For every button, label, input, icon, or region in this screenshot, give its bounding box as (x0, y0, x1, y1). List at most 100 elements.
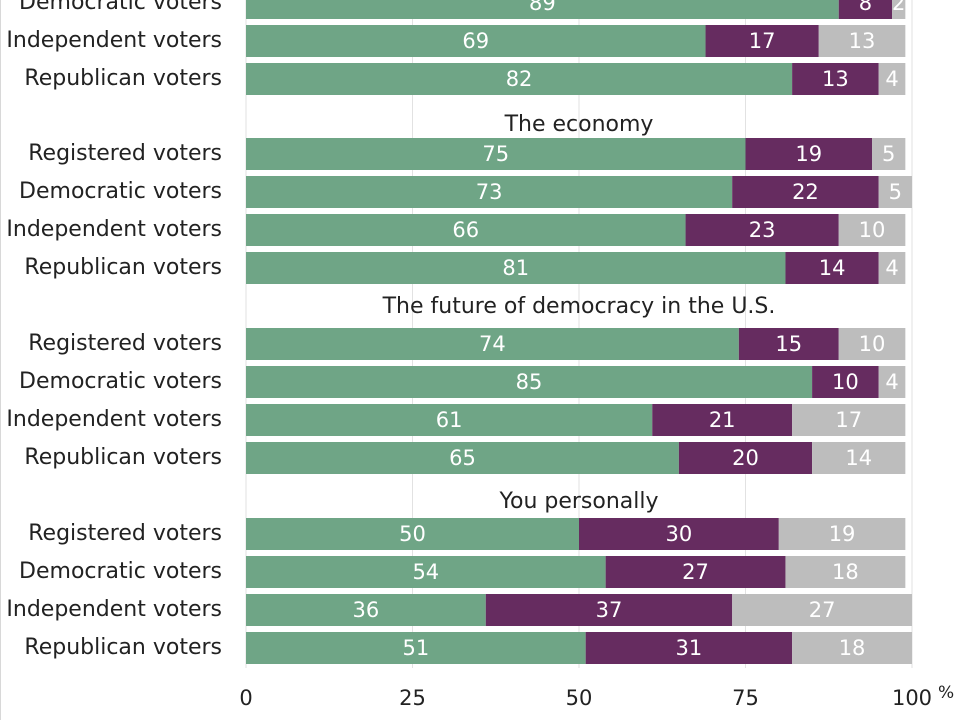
data-label-0-2-2: 4 (885, 67, 898, 91)
data-label-3-0-1: 30 (666, 522, 693, 546)
bar-segment-1-0-2 (872, 138, 906, 170)
data-label-3-0-2: 19 (829, 522, 856, 546)
x-tick-label-2: 50 (566, 686, 593, 710)
data-label-2-2-2: 17 (835, 408, 862, 432)
data-label-1-2-0: 66 (452, 218, 479, 242)
bar-segment-1-3-2 (878, 252, 906, 284)
bar-segment-2-2-2 (792, 404, 906, 436)
bar-segment-3-2-0 (246, 594, 486, 626)
data-label-1-3-1: 14 (819, 256, 846, 280)
bar-segment-2-2-0 (246, 404, 653, 436)
data-label-3-2-2: 27 (809, 598, 836, 622)
row-label-1-0: Registered voters (28, 141, 222, 166)
row-label-0-2: Republican voters (24, 66, 222, 91)
bar-segment-3-2-2 (732, 594, 912, 626)
bar-segment-2-1-2 (878, 366, 906, 398)
data-label-0-2-1: 13 (822, 67, 849, 91)
data-label-0-0-2: 2 (892, 0, 905, 15)
data-label-1-3-0: 81 (502, 256, 529, 280)
data-label-1-1-0: 73 (476, 180, 503, 204)
data-label-0-0-1: 8 (859, 0, 872, 15)
row-label-3-1: Democratic voters (19, 559, 222, 584)
row-label-3-0: Registered voters (28, 521, 222, 546)
data-label-0-2-0: 82 (506, 67, 533, 91)
x-tick-label-0: 0 (239, 686, 252, 710)
bar-segment-0-0-1 (838, 0, 893, 19)
group-title-2: The future of democracy in the U.S. (382, 294, 776, 319)
page-left-border (0, 0, 1, 720)
bar-segment-1-0-0 (246, 138, 746, 170)
bar-segment-3-0-0 (246, 518, 579, 550)
row-label-2-1: Democratic voters (19, 369, 222, 394)
row-label-3-3: Republican voters (24, 635, 222, 660)
bar-segment-0-1-2 (818, 25, 906, 57)
group-title-1: The economy (504, 112, 654, 137)
bar-segment-3-1-1 (605, 556, 786, 588)
data-label-2-1-0: 85 (516, 370, 543, 394)
bar-segment-2-3-2 (812, 442, 906, 474)
bar-segment-3-3-1 (585, 632, 793, 664)
data-label-0-1-1: 17 (749, 29, 776, 53)
bar-segment-1-2-0 (246, 214, 686, 246)
bar-segment-3-3-0 (246, 632, 586, 664)
data-label-2-2-0: 61 (436, 408, 463, 432)
data-label-2-0-0: 74 (479, 332, 506, 356)
bar-segment-2-3-0 (246, 442, 679, 474)
bar-segment-2-2-1 (652, 404, 793, 436)
data-label-3-3-2: 18 (839, 636, 866, 660)
data-label-1-2-1: 23 (749, 218, 776, 242)
data-label-1-2-2: 10 (859, 218, 886, 242)
row-label-1-1: Democratic voters (19, 179, 222, 204)
data-label-2-1-2: 4 (885, 370, 898, 394)
bar-segment-2-1-1 (812, 366, 879, 398)
bar-segment-1-3-0 (246, 252, 786, 284)
bar-segment-1-1-0 (246, 176, 733, 208)
data-label-2-2-1: 21 (709, 408, 736, 432)
data-label-2-0-2: 10 (859, 332, 886, 356)
data-label-1-0-0: 75 (482, 142, 509, 166)
bar-segment-0-0-2 (892, 0, 906, 19)
data-label-0-1-0: 69 (462, 29, 489, 53)
row-label-1-3: Republican voters (24, 255, 222, 280)
bar-segment-1-0-1 (745, 138, 873, 170)
bar-segment-2-0-0 (246, 328, 739, 360)
data-label-2-0-1: 15 (775, 332, 802, 356)
bar-segment-2-1-0 (246, 366, 813, 398)
bar-segment-2-0-1 (738, 328, 839, 360)
bar-segment-1-2-2 (838, 214, 906, 246)
bar-segment-0-2-2 (878, 63, 906, 95)
data-label-3-3-1: 31 (676, 636, 703, 660)
bar-segment-1-2-1 (685, 214, 839, 246)
data-label-1-3-2: 4 (885, 256, 898, 280)
bar-segment-2-0-2 (838, 328, 906, 360)
data-label-3-1-0: 54 (412, 560, 439, 584)
data-label-1-1-1: 22 (792, 180, 819, 204)
bar-segment-3-0-1 (579, 518, 779, 550)
bar-segment-0-1-0 (246, 25, 706, 57)
x-tick-label-1: 25 (399, 686, 426, 710)
data-label-3-3-0: 51 (402, 636, 429, 660)
x-axis-unit-label: % (938, 683, 954, 703)
bar-segment-3-3-2 (792, 632, 912, 664)
row-label-3-2: Independent voters (6, 597, 222, 622)
bar-segment-3-1-0 (246, 556, 606, 588)
data-label-2-3-1: 20 (732, 446, 759, 470)
x-tick-label-3: 75 (732, 686, 759, 710)
data-label-1-0-2: 5 (882, 142, 895, 166)
data-label-0-0-0: 89 (529, 0, 556, 15)
data-label-2-1-1: 10 (832, 370, 859, 394)
bar-segment-1-1-1 (732, 176, 879, 208)
bar-segment-1-3-1 (785, 252, 879, 284)
data-label-1-1-2: 5 (889, 180, 902, 204)
row-label-0-1: Independent voters (6, 28, 222, 53)
data-label-1-0-1: 19 (795, 142, 822, 166)
bar-segment-3-0-2 (778, 518, 906, 550)
bar-segment-0-2-1 (792, 63, 879, 95)
data-label-3-2-1: 37 (596, 598, 623, 622)
data-label-3-1-2: 18 (832, 560, 859, 584)
data-label-3-1-1: 27 (682, 560, 709, 584)
row-label-2-2: Independent voters (6, 407, 222, 432)
data-label-3-0-0: 50 (399, 522, 426, 546)
data-label-2-3-2: 14 (845, 446, 872, 470)
data-label-3-2-0: 36 (353, 598, 380, 622)
